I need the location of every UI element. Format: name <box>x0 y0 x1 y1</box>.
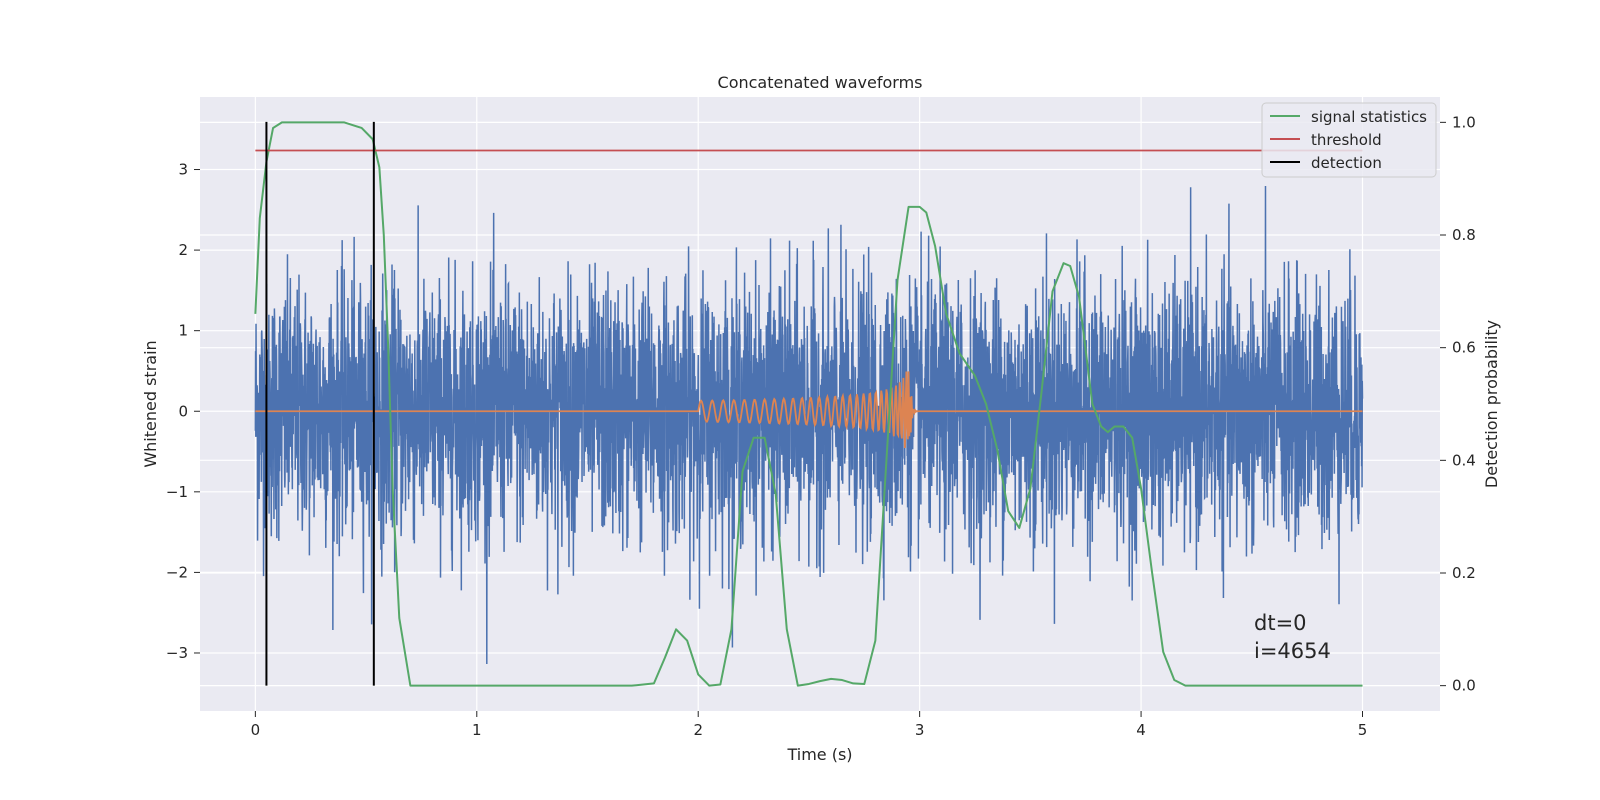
y-tick-label: 0 <box>178 402 188 420</box>
y2-tick-label: 0.2 <box>1452 564 1476 582</box>
y-tick-label: 2 <box>178 241 188 259</box>
chart-title: Concatenated waveforms <box>718 73 923 92</box>
legend-label-detection: detection <box>1311 154 1382 172</box>
y-axis-title: Whitened strain <box>141 340 160 467</box>
y2-tick-label: 0.4 <box>1452 451 1476 469</box>
x-tick-label: 0 <box>251 721 261 739</box>
x-tick-label: 2 <box>693 721 703 739</box>
legend-label-threshold: threshold <box>1311 131 1382 149</box>
y-tick-label: 3 <box>178 161 188 179</box>
x-axis-title: Time (s) <box>786 745 852 764</box>
y2-tick-label: 0.0 <box>1452 677 1476 695</box>
x-tick-label: 5 <box>1358 721 1368 739</box>
x-tick-label: 3 <box>915 721 925 739</box>
whitened-strain-line <box>254 186 1364 665</box>
x-tick-label: 4 <box>1136 721 1146 739</box>
y2-tick-label: 0.6 <box>1452 339 1476 357</box>
signal-statistics-line <box>254 121 1363 687</box>
x-tick-label: 1 <box>472 721 482 739</box>
whitened-strain-series <box>254 186 1364 665</box>
axes: 0 1 2 3 4 5 −3 −2 −1 0 1 2 3 0.0 0.2 0.4 0.6 0.8 1.0 <box>166 113 1476 739</box>
y2-axis-title: Detection probability <box>1482 320 1501 488</box>
legend-frame <box>1261 102 1437 178</box>
detection-overlay <box>254 121 1363 687</box>
legend: signal statistics threshold detection <box>1261 102 1437 178</box>
legend-label-signal-statistics: signal statistics <box>1311 108 1427 126</box>
y-tick-label: 1 <box>178 322 188 340</box>
annotation-index: i=4654 <box>1254 639 1331 663</box>
y2-tick-label: 0.8 <box>1452 226 1476 244</box>
y-tick-label: −1 <box>166 483 188 501</box>
y-tick-label: −3 <box>166 644 188 662</box>
y2-tick-label: 1.0 <box>1452 113 1476 131</box>
annotation-dt: dt=0 <box>1254 611 1307 635</box>
template-waveform-line <box>255 371 1363 448</box>
y-tick-label: −2 <box>166 563 188 581</box>
template-waveform-series <box>255 371 1363 448</box>
